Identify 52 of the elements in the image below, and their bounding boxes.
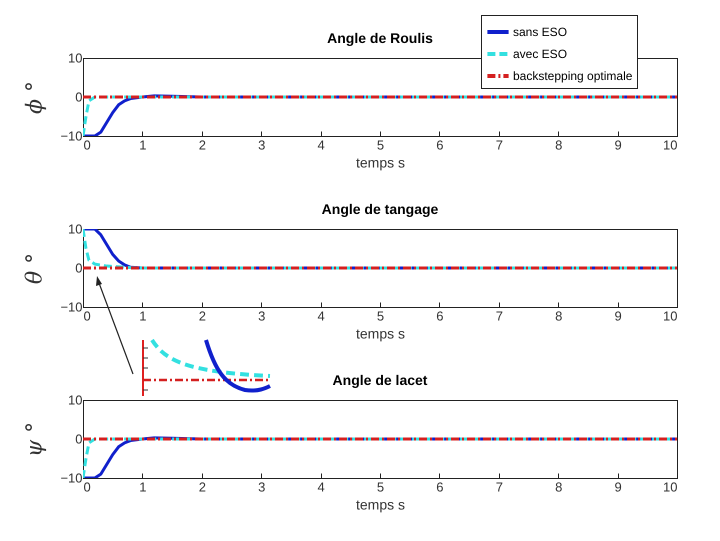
chart-title: Angle de lacet	[332, 372, 428, 388]
x-axis-title: temps s	[356, 154, 406, 170]
legend-label: backstepping optimale	[513, 69, 633, 83]
legend-label: sans ESO	[513, 25, 568, 39]
x-tick-label: 1	[139, 480, 147, 494]
x-tick-label: 3	[258, 308, 266, 324]
y-tick-label: 10	[68, 222, 82, 236]
x-tick-label: 10	[663, 138, 678, 152]
y-tick-label: 10	[68, 392, 82, 408]
x-tick-label: 5	[376, 480, 384, 494]
y-axis-title: θ °	[22, 252, 48, 284]
x-tick-label: 4	[317, 308, 325, 324]
x-tick-label: 3	[258, 480, 266, 494]
x-tick-label: 7	[496, 138, 503, 152]
x-tick-label: 6	[436, 480, 444, 494]
x-tick-label: 1	[139, 308, 147, 324]
x-tick-label: 7	[496, 308, 503, 324]
x-tick-label: 9	[614, 480, 622, 494]
x-tick-label: 4	[317, 480, 325, 494]
y-tick-label: −10	[60, 470, 82, 486]
x-tick-label: 2	[198, 308, 206, 324]
x-tick-label: 4	[317, 138, 325, 152]
y-axis-title: ϕ °	[22, 81, 48, 114]
x-tick-label: 1	[139, 138, 147, 152]
x-tick-label: 8	[555, 138, 562, 152]
y-tick-label: −10	[60, 128, 82, 144]
x-tick-label: 7	[496, 480, 503, 494]
x-tick-label: 3	[258, 138, 266, 152]
y-tick-label: 10	[68, 50, 82, 66]
x-tick-label: 10	[663, 480, 678, 494]
y-axis-title: ψ °	[22, 422, 48, 458]
y-tick-label: 0	[75, 260, 82, 276]
x-tick-label: 8	[555, 480, 562, 494]
y-tick-label: 0	[75, 90, 82, 104]
x-axis-title: temps s	[356, 326, 406, 342]
x-tick-label: 10	[663, 308, 678, 324]
x-tick-label: 2	[198, 138, 206, 152]
x-tick-label: 2	[198, 480, 206, 494]
x-tick-label: 9	[614, 138, 622, 152]
x-tick-label: 9	[614, 308, 622, 324]
x-tick-label: 5	[376, 308, 384, 324]
chart-title: Angle de Roulis	[327, 30, 434, 46]
y-tick-label: −10	[60, 300, 82, 314]
x-tick-label: 5	[376, 138, 384, 152]
x-tick-label: 6	[436, 138, 444, 152]
chart-title: Angle de tangage	[322, 201, 439, 217]
x-tick-label: 8	[555, 308, 562, 324]
x-tick-label: 6	[436, 308, 444, 324]
legend-label: avec ESO	[513, 47, 568, 61]
line-series	[83, 229, 677, 270]
x-axis-title: temps s	[356, 496, 406, 512]
y-tick-label: 0	[75, 432, 82, 446]
